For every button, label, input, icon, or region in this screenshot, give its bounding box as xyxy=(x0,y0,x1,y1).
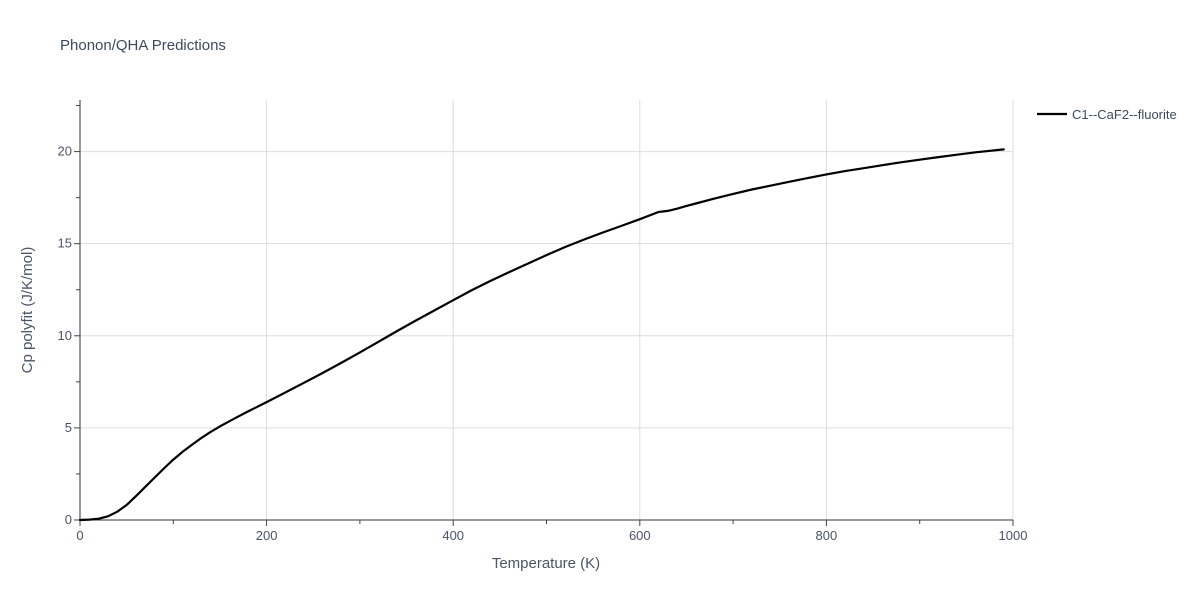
y-tick-label: 20 xyxy=(58,144,72,159)
chart-title: Phonon/QHA Predictions xyxy=(60,37,226,54)
y-tick-label: 0 xyxy=(65,512,72,527)
grid xyxy=(80,100,1014,520)
axes xyxy=(74,100,1014,526)
x-tick-label: 600 xyxy=(629,528,651,543)
y-tick-label: 10 xyxy=(58,328,72,343)
x-tick-label: 800 xyxy=(816,528,838,543)
x-axis-title: Temperature (K) xyxy=(492,555,600,572)
x-tick-label: 0 xyxy=(76,528,83,543)
y-tick-label: 15 xyxy=(58,236,72,251)
y-tick-label: 5 xyxy=(65,420,72,435)
tick-labels: 0 200 400 600 800 1000 0 5 10 15 20 xyxy=(58,144,1028,543)
x-tick-label: 1000 xyxy=(999,528,1028,543)
x-tick-label: 400 xyxy=(442,528,464,543)
y-axis-title: Cp polyfit (J/K/mol) xyxy=(19,247,36,374)
legend[interactable]: C1--CaF2--fluorite xyxy=(1037,107,1177,122)
series-line xyxy=(78,148,1005,522)
x-tick-label: 200 xyxy=(256,528,278,543)
series-layer xyxy=(78,148,1005,522)
legend-label: C1--CaF2--fluorite xyxy=(1072,107,1177,122)
